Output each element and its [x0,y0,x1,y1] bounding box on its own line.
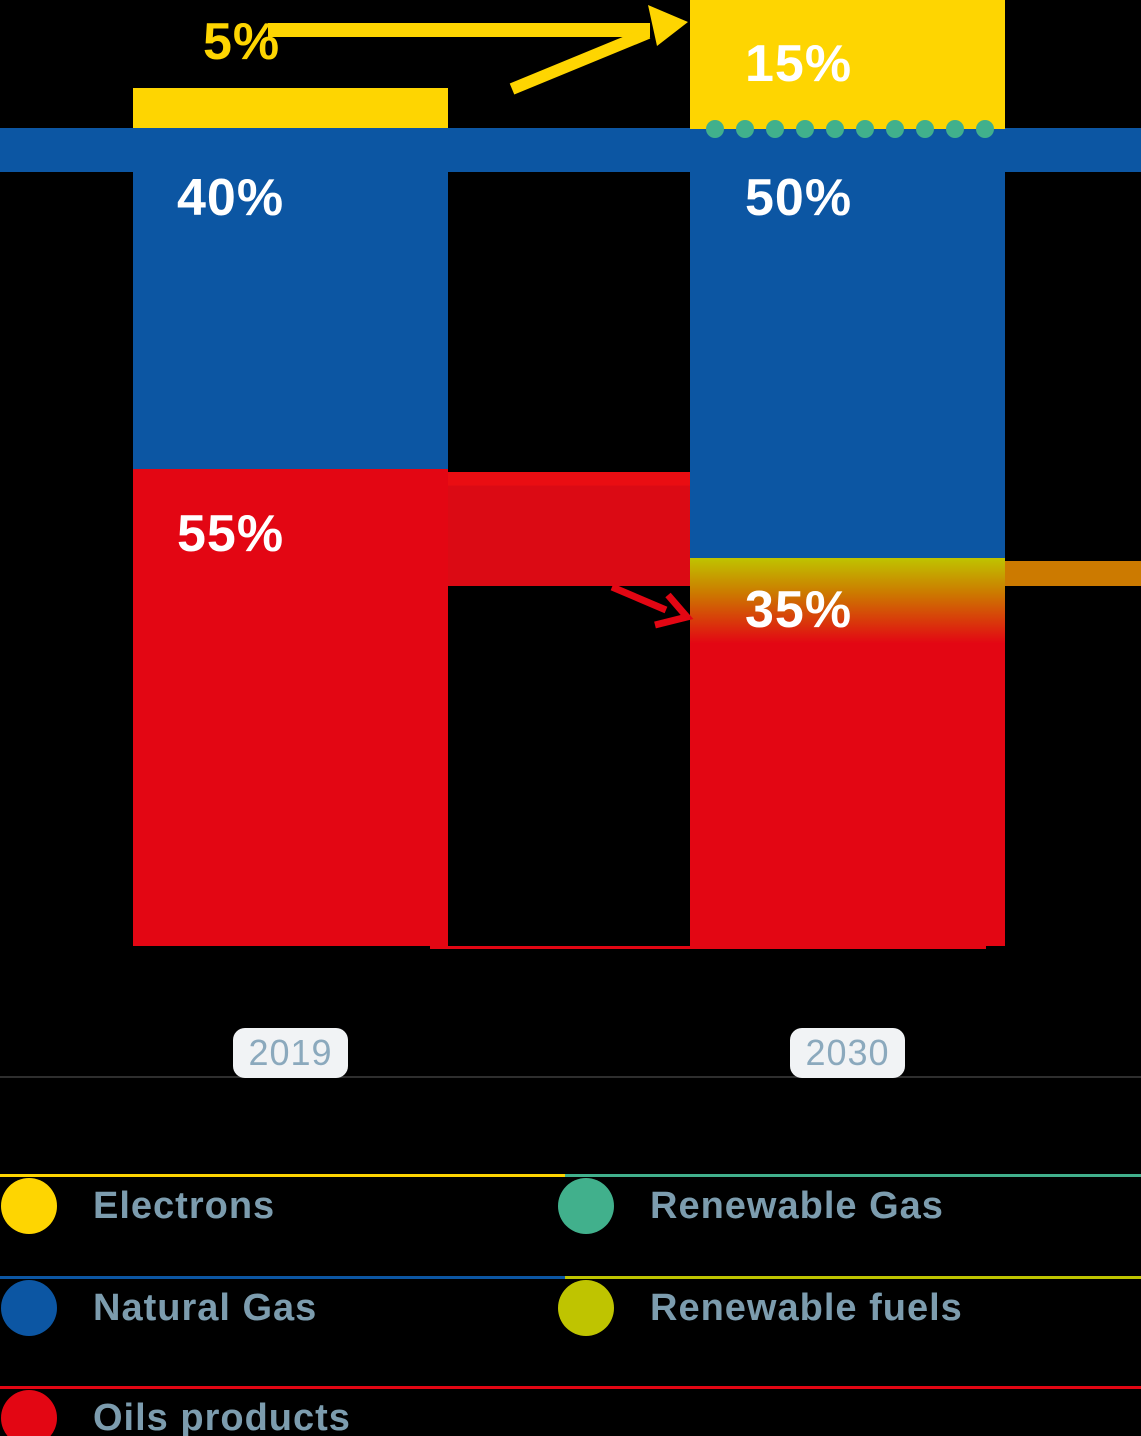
renewable-gas-dot-icon [946,120,964,138]
bar-baseline-red-line [430,946,986,949]
electrons-dot-icon [1,1178,57,1234]
bar-2019-natural-gas-segment [133,128,448,469]
legend-rule-renewable-fuels [565,1276,1141,1279]
legend-label: Natural Gas [93,1286,318,1329]
legend-rule-natural-gas [0,1276,565,1279]
renewable-fuels-stripe [1005,561,1141,586]
bar-2019-electrons-segment [133,88,448,128]
legend-item-electrons: Electrons [1,1178,275,1234]
renewable-gas-dot-icon [826,120,844,138]
renewable-gas-dot-icon [916,120,934,138]
bar-2030-natural-gas-segment [690,129,1005,558]
natural-gas-dot-icon [1,1280,57,1336]
renewable-fuels-dot-icon [558,1280,614,1336]
legend-rule-renewable-gas [565,1174,1141,1177]
label-2030-electrons: 15% [745,35,853,93]
axis-line [0,1076,1141,1078]
legend-item-renewable-fuels: Renewable fuels [558,1280,963,1336]
oils-connector-band [448,472,690,586]
legend-label: Renewable fuels [650,1286,963,1329]
x-axis-label-2030: 2030 [790,1028,905,1078]
bar-2030-oils-renewable-fuels-segment [690,558,1005,946]
label-2019-electrons: 5% [203,13,281,71]
renewable-gas-dot-icon [706,120,724,138]
renewable-gas-dots-row [706,120,994,138]
renewable-gas-dot-icon [886,120,904,138]
renewable-gas-dot-icon [558,1178,614,1234]
legend-item-renewable-gas: Renewable Gas [558,1178,944,1234]
legend-rule-oils-products [0,1386,1141,1389]
label-2019-natural-gas: 40% [177,169,285,227]
legend-label: Electrons [93,1184,276,1227]
renewable-gas-dot-icon [736,120,754,138]
bar-2019-oils-segment [133,469,448,946]
yellow-growth-arrow [268,5,688,95]
renewable-gas-dot-icon [856,120,874,138]
renewable-gas-dot-icon [796,120,814,138]
label-2019-oils: 55% [177,505,285,563]
year-2019-text: 2019 [248,1032,333,1073]
legend-rule-electrons [0,1174,565,1177]
label-2030-oils: 35% [745,581,853,639]
legend-label: Oils products [93,1396,351,1436]
renewable-gas-dot-icon [976,120,994,138]
legend-label: Renewable Gas [650,1184,944,1227]
x-axis-label-2019: 2019 [233,1028,348,1078]
bar-2030-electrons-segment [690,0,1005,129]
label-2030-natural-gas: 50% [745,169,853,227]
year-2030-text: 2030 [805,1032,890,1073]
oils-products-dot-icon [1,1390,57,1436]
legend-item-natural-gas: Natural Gas [1,1280,317,1336]
red-decline-arrow [610,583,694,629]
renewable-gas-dot-icon [766,120,784,138]
legend-item-oils-products: Oils products [1,1390,351,1436]
